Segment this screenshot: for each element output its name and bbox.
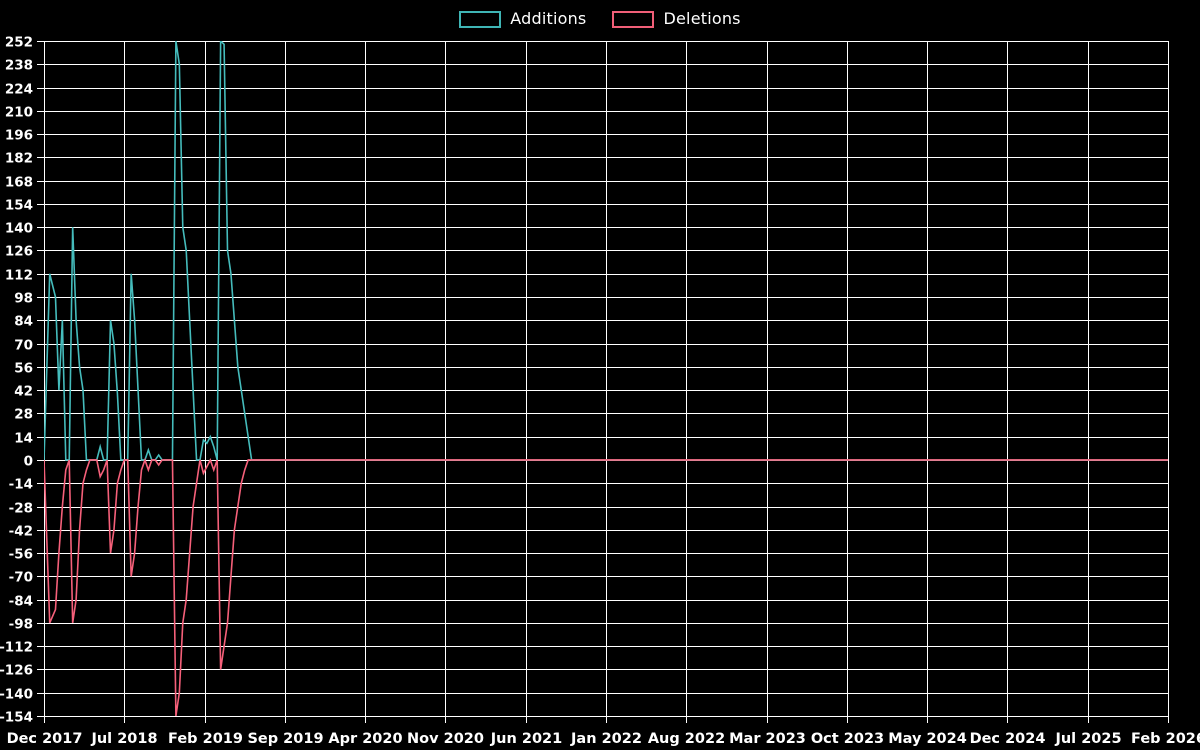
legend-label-deletions: Deletions [663, 9, 741, 28]
y-tick-label: 70 [14, 338, 33, 354]
y-tick-label: 238 [5, 58, 33, 74]
y-tick-label: -56 [9, 547, 33, 563]
x-tick-label: Jul 2018 [90, 731, 157, 747]
x-tick-label: Feb 2019 [168, 731, 243, 747]
y-tick-label: 168 [5, 175, 33, 191]
x-tick-label: Aug 2022 [648, 731, 725, 747]
x-tick-label: Mar 2023 [729, 731, 806, 747]
y-tick-label: -126 [0, 663, 33, 679]
y-tick-label: -154 [0, 710, 33, 726]
legend-item-deletions[interactable]: Deletions [612, 9, 741, 28]
gridlines [44, 41, 1169, 717]
legend-label-additions: Additions [510, 9, 587, 28]
x-tick-label: Jul 2025 [1054, 731, 1121, 747]
y-tick-label: -140 [0, 687, 33, 703]
x-tick-label: Jun 2021 [490, 731, 562, 747]
x-tick-label: Nov 2020 [407, 731, 484, 747]
y-tick-label: 0 [24, 454, 33, 470]
chart-legend: Additions Deletions [0, 5, 1200, 33]
y-tick-label: 56 [14, 361, 33, 377]
y-tick-label: 182 [5, 151, 33, 167]
y-tick-label: -14 [9, 477, 33, 493]
y-tick-label: 28 [14, 407, 33, 423]
y-tick-label: 98 [14, 291, 33, 307]
y-tick-label: 14 [14, 431, 33, 447]
data-series [44, 41, 1168, 716]
x-tick-label: Feb 2026 [1131, 731, 1200, 747]
x-axis-ticks: Dec 2017 Jul 2018 Feb 2019 Sep 2019 Apr 2020… [7, 716, 1200, 747]
y-tick-label: 252 [5, 35, 33, 51]
x-tick-label: Jan 2022 [570, 731, 642, 747]
x-tick-label: May 2024 [888, 731, 967, 747]
x-tick-label: Dec 2024 [970, 731, 1046, 747]
y-tick-label: 224 [5, 82, 33, 98]
y-tick-label: 196 [5, 128, 33, 144]
y-tick-label: -98 [9, 617, 33, 633]
legend-item-additions[interactable]: Additions [459, 9, 587, 28]
y-tick-label: -84 [9, 594, 33, 610]
y-tick-label: 112 [5, 268, 33, 284]
y-tick-label: -70 [9, 570, 33, 586]
y-tick-label: -112 [0, 640, 33, 656]
y-axis-ticks: 2522382242101961821681541401261129884705… [0, 35, 44, 726]
x-tick-label: Sep 2019 [247, 731, 323, 747]
y-tick-label: 42 [14, 384, 33, 400]
y-tick-label: 210 [5, 105, 33, 121]
legend-swatch-deletions-icon [612, 10, 655, 28]
x-tick-label: Oct 2023 [811, 731, 884, 747]
x-tick-label: Apr 2020 [328, 731, 402, 747]
legend-swatch-additions-icon [459, 10, 502, 28]
series-line-deletions [44, 457, 1168, 716]
y-tick-label: -42 [9, 524, 33, 540]
y-tick-label: 84 [14, 314, 33, 330]
y-tick-label: 154 [5, 198, 33, 214]
y-tick-label: -28 [9, 501, 33, 517]
x-tick-label: Dec 2017 [7, 731, 83, 747]
y-tick-label: 140 [5, 221, 33, 237]
y-tick-label: 126 [5, 244, 33, 260]
